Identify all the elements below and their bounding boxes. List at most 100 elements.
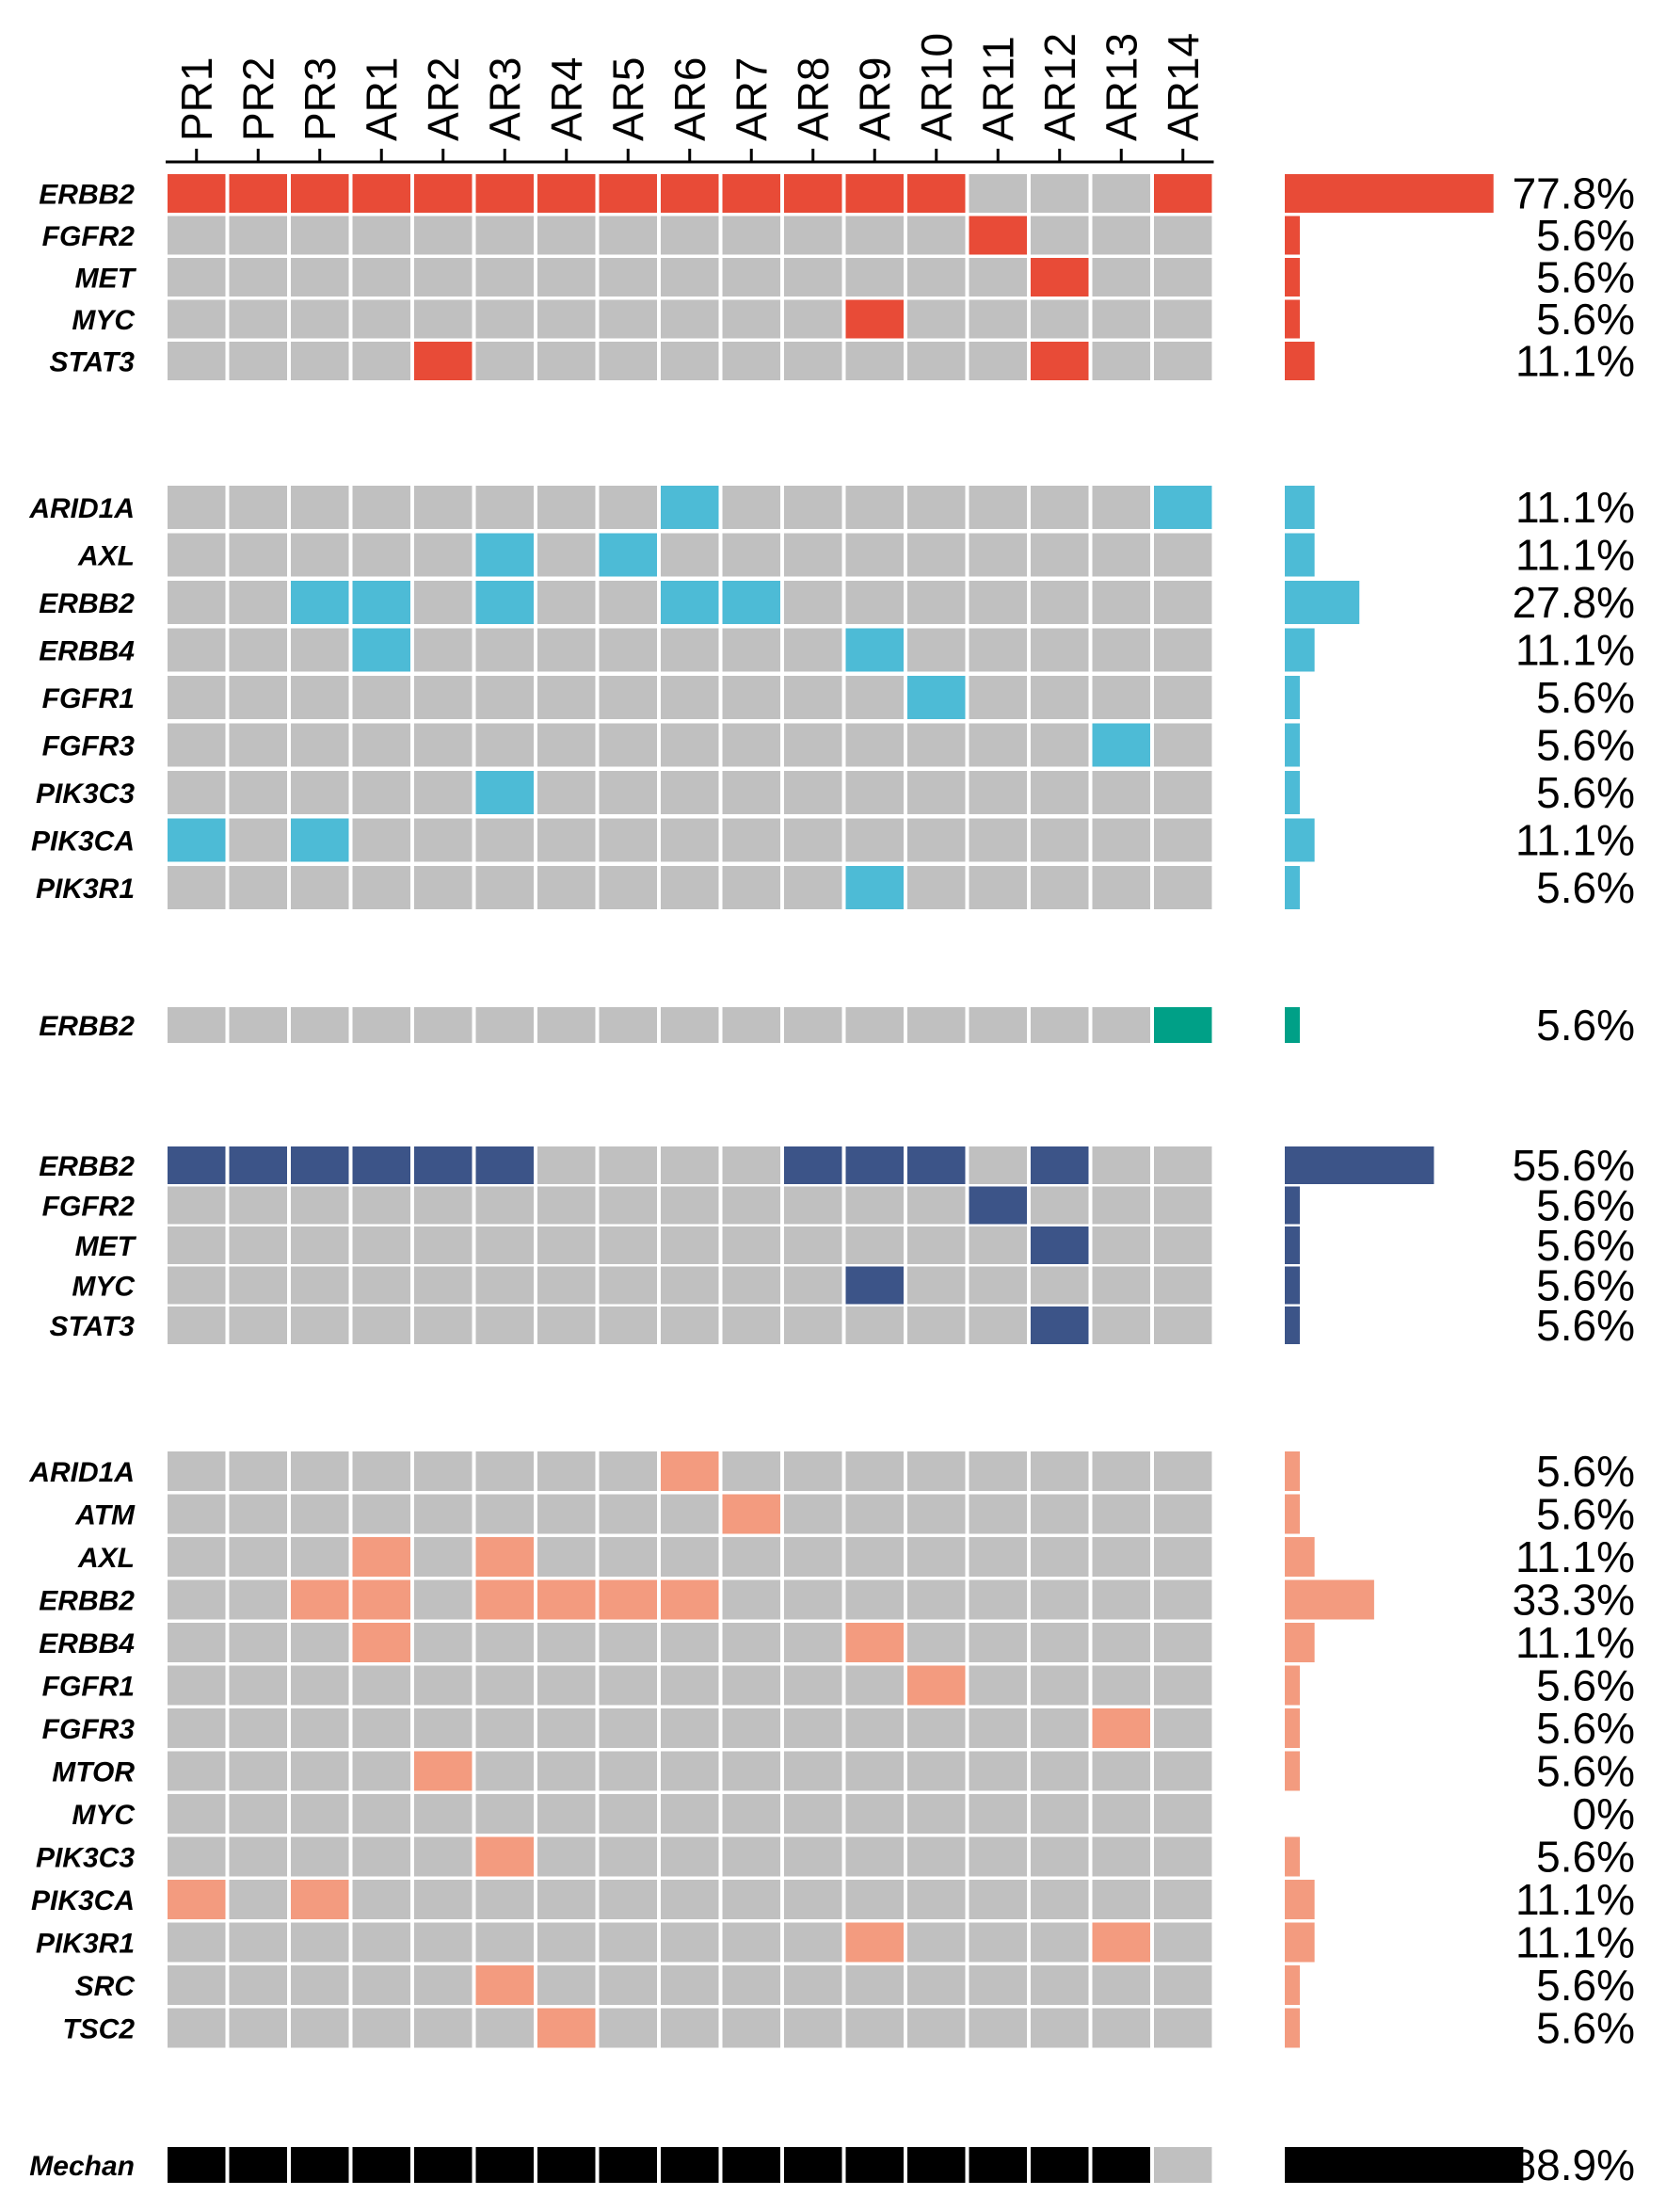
unaltered-cell	[1154, 771, 1212, 814]
alteration-block: ARID1A 11.1%AXL 11.1%ERBB2 27.8%ERBB4 11.1%F…	[28, 483, 1635, 912]
unaltered-cell	[1031, 1537, 1089, 1577]
gene-row: ERBB2 33.3%	[39, 1576, 1635, 1625]
unaltered-cell	[537, 723, 596, 767]
unaltered-cell	[168, 1537, 226, 1577]
unaltered-cell	[1031, 1623, 1089, 1662]
gene-row: FGFR1 5.6%	[42, 1661, 1635, 1710]
unaltered-cell	[1092, 1146, 1150, 1184]
unaltered-cell	[1154, 1537, 1212, 1577]
unaltered-cell	[845, 1007, 904, 1043]
unaltered-cell	[722, 676, 780, 719]
gene-label: ARID1A	[28, 493, 135, 524]
unaltered-cell	[352, 299, 410, 339]
unaltered-cell	[845, 1186, 904, 1225]
unaltered-cell	[969, 1794, 1027, 1834]
frequency-bar	[1285, 818, 1315, 862]
unaltered-cell	[1031, 1186, 1089, 1225]
frequency-bar	[1285, 533, 1315, 577]
unaltered-cell	[229, 1007, 287, 1043]
unaltered-cell	[1154, 1579, 1212, 1620]
unaltered-cell	[1092, 1579, 1150, 1620]
unaltered-cell	[969, 1922, 1027, 1963]
unaltered-cell	[907, 1494, 966, 1534]
unaltered-cell	[229, 1537, 287, 1577]
altered-cell	[907, 2147, 966, 2183]
gene-label: PIK3C3	[36, 1843, 135, 1874]
unaltered-cell	[414, 1579, 473, 1620]
unaltered-cell	[784, 2008, 842, 2048]
unaltered-cell	[1031, 1794, 1089, 1834]
unaltered-cell	[291, 1665, 349, 1706]
unaltered-cell	[1154, 1494, 1212, 1534]
unaltered-cell	[599, 676, 657, 719]
unaltered-cell	[352, 258, 410, 297]
unaltered-cell	[907, 628, 966, 672]
unaltered-cell	[845, 1965, 904, 2005]
unaltered-cell	[168, 258, 226, 297]
unaltered-cell	[969, 533, 1027, 577]
unaltered-cell	[907, 1751, 966, 1791]
unaltered-cell	[168, 1306, 226, 1344]
unaltered-cell	[168, 1965, 226, 2005]
unaltered-cell	[291, 1266, 349, 1305]
altered-cell	[661, 486, 719, 529]
unaltered-cell	[661, 1751, 719, 1791]
gene-label: ERBB2	[39, 1151, 135, 1182]
unaltered-cell	[537, 533, 596, 577]
unaltered-cell	[229, 676, 287, 719]
unaltered-cell	[661, 628, 719, 672]
altered-cell	[475, 1965, 534, 2005]
unaltered-cell	[907, 299, 966, 339]
unaltered-cell	[969, 258, 1027, 297]
unaltered-cell	[475, 1494, 534, 1534]
unaltered-cell	[1031, 1880, 1089, 1919]
unaltered-cell	[784, 216, 842, 255]
altered-cell	[475, 771, 534, 814]
unaltered-cell	[722, 1665, 780, 1706]
unaltered-cell	[168, 1007, 226, 1043]
unaltered-cell	[475, 258, 534, 297]
unaltered-cell	[537, 1794, 596, 1834]
gene-label: MTOR	[52, 1757, 135, 1788]
frequency-label: 5.6%	[1536, 1704, 1635, 1753]
frequency-label: 5.6%	[1536, 1301, 1635, 1350]
unaltered-cell	[845, 723, 904, 767]
unaltered-cell	[907, 533, 966, 577]
unaltered-cell	[229, 1186, 287, 1225]
unaltered-cell	[1031, 676, 1089, 719]
unaltered-cell	[599, 1537, 657, 1577]
gene-row: ERBB4 11.1%	[39, 1618, 1635, 1667]
unaltered-cell	[168, 299, 226, 339]
gene-row: ERBB2 27.8%	[39, 578, 1635, 627]
unaltered-cell	[1154, 1186, 1212, 1225]
unaltered-cell	[661, 1186, 719, 1225]
unaltered-cell	[1154, 581, 1212, 624]
unaltered-cell	[969, 1146, 1027, 1184]
altered-cell	[537, 2008, 596, 2048]
unaltered-cell	[969, 1708, 1027, 1748]
unaltered-cell	[1154, 216, 1212, 255]
frequency-bar	[1285, 1751, 1300, 1791]
unaltered-cell	[414, 818, 473, 862]
frequency-bar	[1285, 771, 1300, 814]
unaltered-cell	[229, 1751, 287, 1791]
unaltered-cell	[661, 533, 719, 577]
altered-cell	[661, 1579, 719, 1620]
unaltered-cell	[1154, 1306, 1212, 1344]
unaltered-cell	[969, 1266, 1027, 1305]
unaltered-cell	[229, 818, 287, 862]
unaltered-cell	[1092, 1537, 1150, 1577]
unaltered-cell	[537, 1266, 596, 1305]
unaltered-cell	[969, 818, 1027, 862]
unaltered-cell	[845, 258, 904, 297]
unaltered-cell	[845, 486, 904, 529]
sample-label: AR5	[603, 57, 652, 141]
unaltered-cell	[414, 628, 473, 672]
unaltered-cell	[414, 723, 473, 767]
altered-cell	[1031, 342, 1089, 380]
frequency-label: 11.1%	[1515, 1532, 1635, 1581]
unaltered-cell	[661, 1623, 719, 1662]
unaltered-cell	[352, 486, 410, 529]
unaltered-cell	[722, 1306, 780, 1344]
unaltered-cell	[414, 1708, 473, 1748]
